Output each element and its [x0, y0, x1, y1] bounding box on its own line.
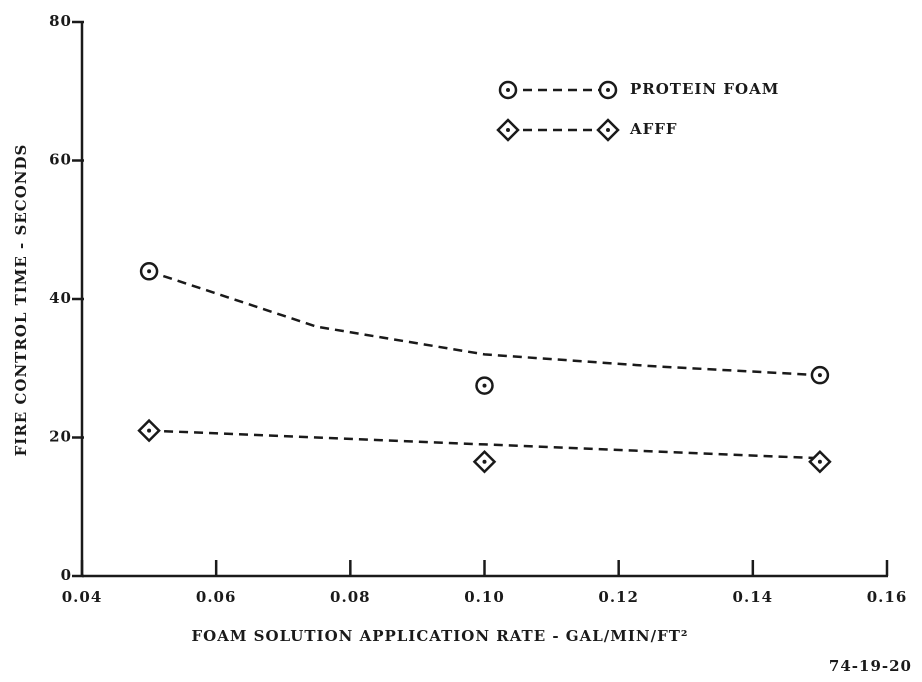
x-tick-label: 0.06: [196, 588, 237, 606]
data-point: [810, 365, 830, 385]
y-axis-label: FIRE CONTROL TIME - SECONDS: [12, 144, 30, 457]
data-point: [137, 418, 161, 443]
data-point: [475, 376, 494, 395]
legend-marker: [498, 80, 518, 100]
legend-marker: [598, 80, 618, 100]
figure-number: 74-19-20: [829, 657, 912, 675]
legend-label: PROTEIN FOAM: [630, 80, 779, 98]
legend-marker: [496, 118, 520, 142]
x-tick-label: 0.12: [598, 588, 639, 606]
marker-dot: [817, 373, 822, 378]
legend-marker: [596, 118, 620, 142]
x-tick-label: 0.08: [330, 588, 371, 606]
x-tick-label: 0.14: [733, 588, 774, 606]
marker-dot: [506, 88, 510, 92]
y-tick-label: 60: [49, 151, 72, 169]
marker-dot: [506, 128, 510, 132]
x-axis-label: FOAM SOLUTION APPLICATION RATE - GAL/MIN…: [192, 627, 689, 645]
marker-dot: [147, 269, 152, 274]
y-tick-label: 0: [61, 566, 72, 584]
marker-dot: [482, 383, 487, 388]
y-tick-label: 20: [49, 428, 72, 446]
x-tick-label: 0.04: [62, 588, 103, 606]
marker-dot: [147, 428, 152, 433]
data-point: [808, 449, 832, 474]
y-tick-label: 40: [49, 289, 72, 307]
marker-dot: [482, 459, 487, 464]
x-tick-label: 0.10: [464, 588, 505, 606]
legend-label: AFFF: [629, 120, 678, 138]
trend-curve: [149, 429, 820, 460]
y-tick-label: 80: [49, 12, 72, 30]
marker-dot: [606, 128, 610, 132]
marker-dot: [606, 88, 610, 92]
data-point: [139, 262, 159, 281]
x-tick-label: 0.16: [867, 588, 908, 606]
data-point: [472, 449, 497, 474]
trend-curve: [148, 270, 820, 377]
marker-dot: [817, 459, 822, 464]
